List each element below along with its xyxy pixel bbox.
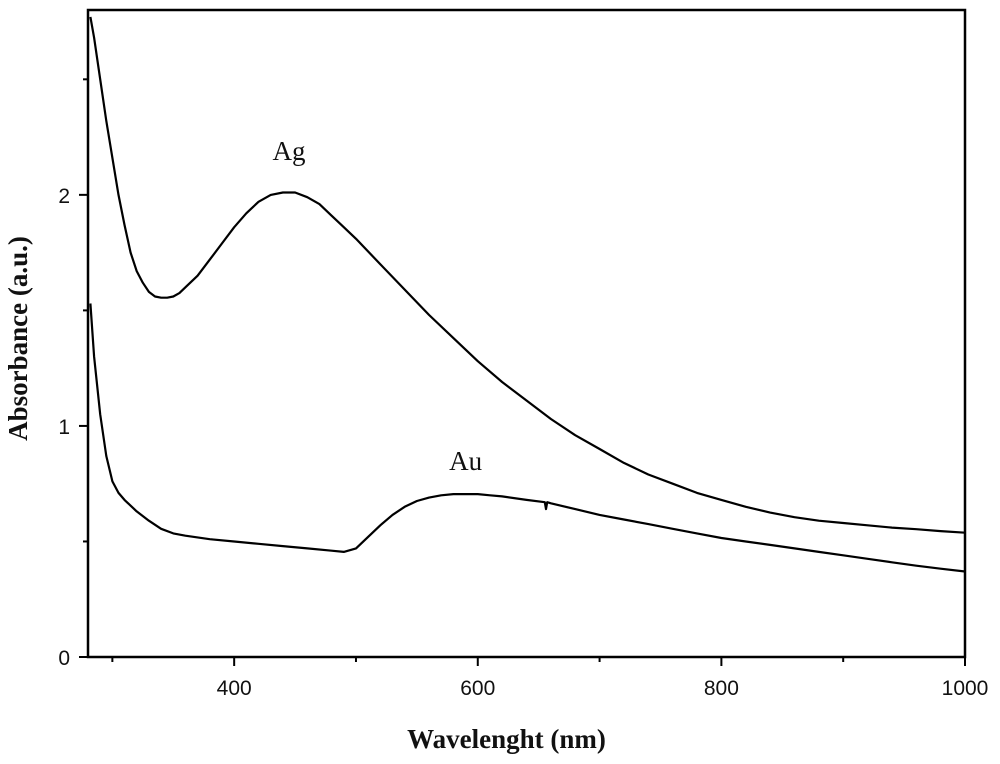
x-tick-label: 600 xyxy=(460,677,495,700)
y-tick-label: 2 xyxy=(58,185,70,208)
plot-frame xyxy=(86,8,967,659)
y-tick-label: 1 xyxy=(58,416,70,439)
chart-marks: Ag Au xyxy=(89,16,966,573)
y-axis-title: Absorbance (a.u.) xyxy=(3,236,33,441)
x-axis-title: Wavelenght (nm) xyxy=(407,724,606,754)
x-tick-label: 1000 xyxy=(942,677,989,700)
series-line-au xyxy=(89,303,966,573)
axis-ticks: 400 600 800 1000 0 1 2 xyxy=(58,78,989,700)
series-label-au: Au xyxy=(449,446,482,476)
series-label-ag: Ag xyxy=(272,136,305,166)
y-tick-label: 0 xyxy=(58,647,70,670)
series-line-ag xyxy=(89,16,966,534)
x-tick-label: 800 xyxy=(704,677,739,700)
x-tick-label: 400 xyxy=(217,677,252,700)
